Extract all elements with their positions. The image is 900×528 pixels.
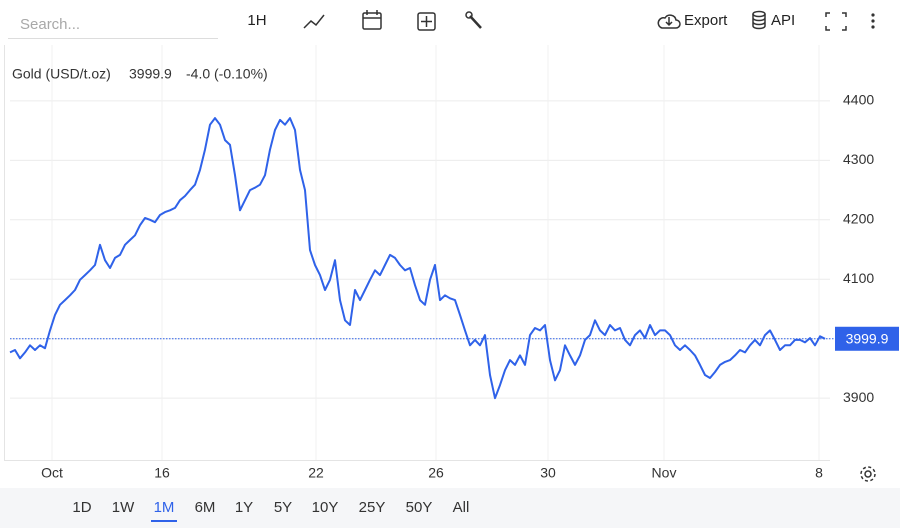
last-price-box bbox=[835, 326, 899, 351]
x-tick-label: Oct bbox=[41, 465, 63, 481]
range-button[interactable]: 50Y bbox=[406, 499, 433, 516]
range-buttons: 1D 1W 1M 6M 1Y 5Y 10Y 25Y 50Y All bbox=[72, 499, 470, 522]
range-button[interactable]: 1Y bbox=[235, 499, 253, 516]
api-button[interactable]: API bbox=[771, 12, 795, 29]
settings-icon[interactable] bbox=[860, 466, 876, 482]
legend-price: 3999.9 bbox=[129, 66, 172, 82]
fullscreen-icon[interactable] bbox=[825, 12, 847, 31]
range-button[interactable]: 5Y bbox=[274, 499, 292, 516]
tools-icon[interactable] bbox=[465, 11, 482, 29]
grid bbox=[10, 45, 830, 460]
api-icon[interactable] bbox=[752, 10, 766, 30]
range-button[interactable]: All bbox=[453, 499, 470, 516]
range-button[interactable]: 1D bbox=[72, 499, 91, 516]
x-tick-label: 22 bbox=[308, 465, 324, 481]
add-indicator-icon[interactable] bbox=[417, 12, 436, 31]
search-input[interactable]: Search... bbox=[20, 16, 80, 33]
range-bar bbox=[0, 488, 900, 528]
chart-type-icon[interactable] bbox=[303, 14, 325, 29]
y-tick-label: 3900 bbox=[843, 389, 874, 405]
range-button[interactable]: 10Y bbox=[312, 499, 339, 516]
y-tick-label: 4400 bbox=[843, 92, 874, 108]
calendar-icon[interactable] bbox=[362, 10, 382, 30]
range-button[interactable]: 6M bbox=[195, 499, 216, 516]
x-tick-label: 8 bbox=[815, 465, 823, 481]
interval-button[interactable]: 1H bbox=[247, 12, 266, 29]
more-icon[interactable] bbox=[871, 13, 875, 29]
x-tick-label: 30 bbox=[540, 465, 556, 481]
price-line bbox=[9, 117, 826, 400]
export-button[interactable]: Export bbox=[684, 12, 728, 29]
x-tick-label: 26 bbox=[428, 465, 444, 481]
range-button[interactable]: 25Y bbox=[359, 499, 386, 516]
x-tick-label: 16 bbox=[154, 465, 170, 481]
y-tick-label: 4100 bbox=[843, 270, 874, 286]
legend-change: -4.0 (-0.10%) bbox=[186, 66, 268, 82]
range-button[interactable]: 1M bbox=[154, 499, 175, 516]
y-tick-label: 4200 bbox=[843, 211, 874, 227]
legend-name: Gold (USD/t.oz) bbox=[12, 66, 111, 82]
x-tick-label: Nov bbox=[652, 465, 677, 481]
last-price-label: 3999.9 bbox=[846, 330, 889, 346]
range-button[interactable]: 1W bbox=[112, 499, 135, 516]
export-icon[interactable] bbox=[657, 14, 681, 29]
y-tick-label: 4300 bbox=[843, 151, 874, 167]
